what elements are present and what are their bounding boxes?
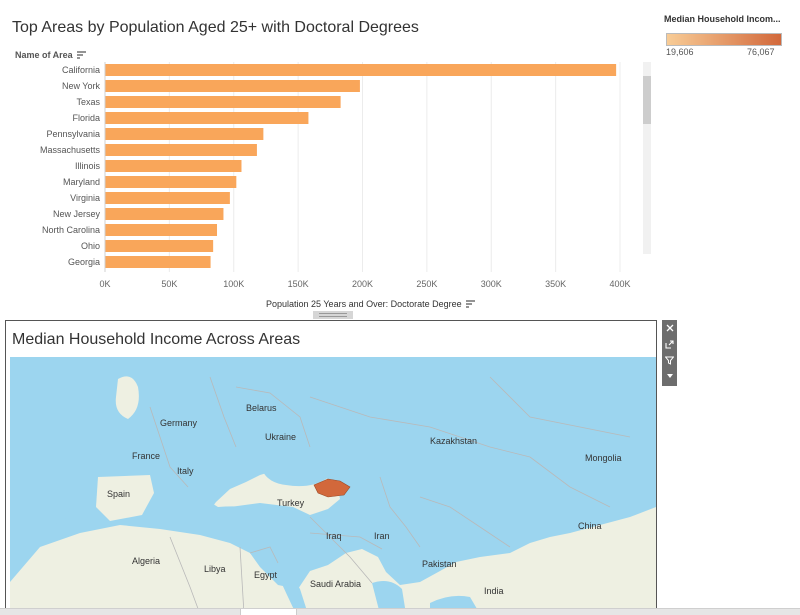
map-label-saudi-arabia: Saudi Arabia [310, 579, 362, 589]
map-label-spain: Spain [107, 489, 131, 499]
bar[interactable] [105, 240, 214, 252]
row-header-label: Name of Area [15, 50, 73, 60]
bar-chart-title: Top Areas by Population Aged 25+ with Do… [12, 19, 419, 36]
map-controls [662, 320, 677, 386]
map-label-egypt: Egypt [254, 570, 278, 580]
sort-icon[interactable] [466, 300, 476, 310]
map-label-turkey: Turkey [277, 498, 305, 508]
bar-chart-svg [104, 62, 621, 272]
category-label[interactable]: Illinois [74, 161, 100, 171]
bar[interactable] [105, 112, 309, 124]
map-label-china: China [578, 521, 602, 531]
map-label-france: France [132, 451, 161, 461]
resize-handle[interactable] [313, 311, 353, 319]
map-label-india: India [484, 586, 504, 596]
bar[interactable] [105, 128, 264, 140]
x-tick-label: 0K [99, 279, 111, 289]
bar[interactable] [105, 96, 341, 108]
x-tick-label: 50K [161, 279, 178, 289]
bar[interactable] [105, 256, 211, 268]
row-header[interactable]: Name of Area [15, 50, 87, 61]
x-tick-label: 350K [545, 279, 567, 289]
map-label-italy: Italy [177, 466, 194, 476]
map-label-mongolia: Mongolia [585, 453, 622, 463]
highlighted-area[interactable] [313, 478, 351, 498]
x-tick-label: 250K [416, 279, 438, 289]
category-label[interactable]: Florida [72, 113, 100, 123]
category-label[interactable]: Texas [76, 97, 100, 107]
bar-chart: 0K 50K 100K 150K 200K 250K 300K 350K 400K Califor… [0, 0, 800, 300]
bar-list-scrollbar-track[interactable] [643, 62, 651, 254]
sheet-tabs-bar [0, 608, 800, 615]
category-label[interactable]: Georgia [67, 257, 100, 267]
bar[interactable] [105, 80, 360, 92]
popout-icon[interactable] [663, 336, 677, 352]
x-tick-label: 100K [223, 279, 245, 289]
bar[interactable] [105, 144, 257, 156]
x-tick-label: 200K [351, 279, 374, 289]
x-tick-label: 300K [480, 279, 502, 289]
bar[interactable] [105, 192, 230, 204]
map-label-iran: Iran [374, 531, 390, 541]
category-label[interactable]: Virginia [70, 193, 100, 203]
map-canvas[interactable] [10, 357, 656, 614]
map-title: Median Household Income Across Areas [12, 331, 301, 348]
bar[interactable] [105, 176, 237, 188]
bar[interactable] [105, 160, 242, 172]
x-axis-title[interactable]: Population 25 Years and Over: Doctorate … [266, 299, 476, 310]
legend-color-ramp [666, 33, 782, 46]
map-label-kazakhstan: Kazakhstan [430, 436, 478, 446]
category-label[interactable]: California [61, 65, 100, 75]
category-label[interactable]: Pennsylvania [46, 129, 100, 139]
category-label[interactable]: Maryland [62, 177, 100, 187]
bar[interactable] [105, 208, 224, 220]
category-label[interactable]: New York [61, 81, 100, 91]
bar-list-scrollbar-thumb[interactable] [643, 76, 651, 124]
sort-icon[interactable] [77, 51, 87, 61]
x-tick-label: 150K [287, 279, 309, 289]
map-label-belarus: Belarus [246, 403, 277, 413]
bar[interactable] [105, 224, 218, 236]
map-label-libya: Libya [204, 564, 226, 574]
category-label[interactable]: Massachusetts [39, 145, 100, 155]
x-tick-label: 400K [609, 279, 631, 289]
map-label-pakistan: Pakistan [422, 559, 457, 569]
legend-title[interactable]: Median Household Incom... [664, 14, 781, 24]
bar[interactable] [105, 64, 617, 76]
category-label[interactable]: Ohio [80, 241, 100, 251]
x-axis-title-label: Population 25 Years and Over: Doctorate … [266, 299, 462, 309]
map-label-iraq: Iraq [326, 531, 342, 541]
more-icon[interactable] [663, 368, 677, 384]
legend-min: 19,606 [666, 47, 694, 57]
category-label[interactable]: New Jersey [52, 209, 100, 219]
map-label-ukraine: Ukraine [265, 432, 297, 442]
sheet-tab[interactable] [240, 609, 297, 615]
map-label-germany: Germany [160, 418, 198, 428]
legend-max: 76,067 [747, 47, 775, 57]
map-view[interactable]: Belarus Germany Ukraine Kazakhstan Franc… [10, 357, 656, 614]
category-label[interactable]: North Carolina [41, 225, 100, 235]
close-icon[interactable] [663, 320, 677, 336]
map-label-algeria: Algeria [132, 556, 161, 566]
filter-icon[interactable] [663, 352, 677, 368]
